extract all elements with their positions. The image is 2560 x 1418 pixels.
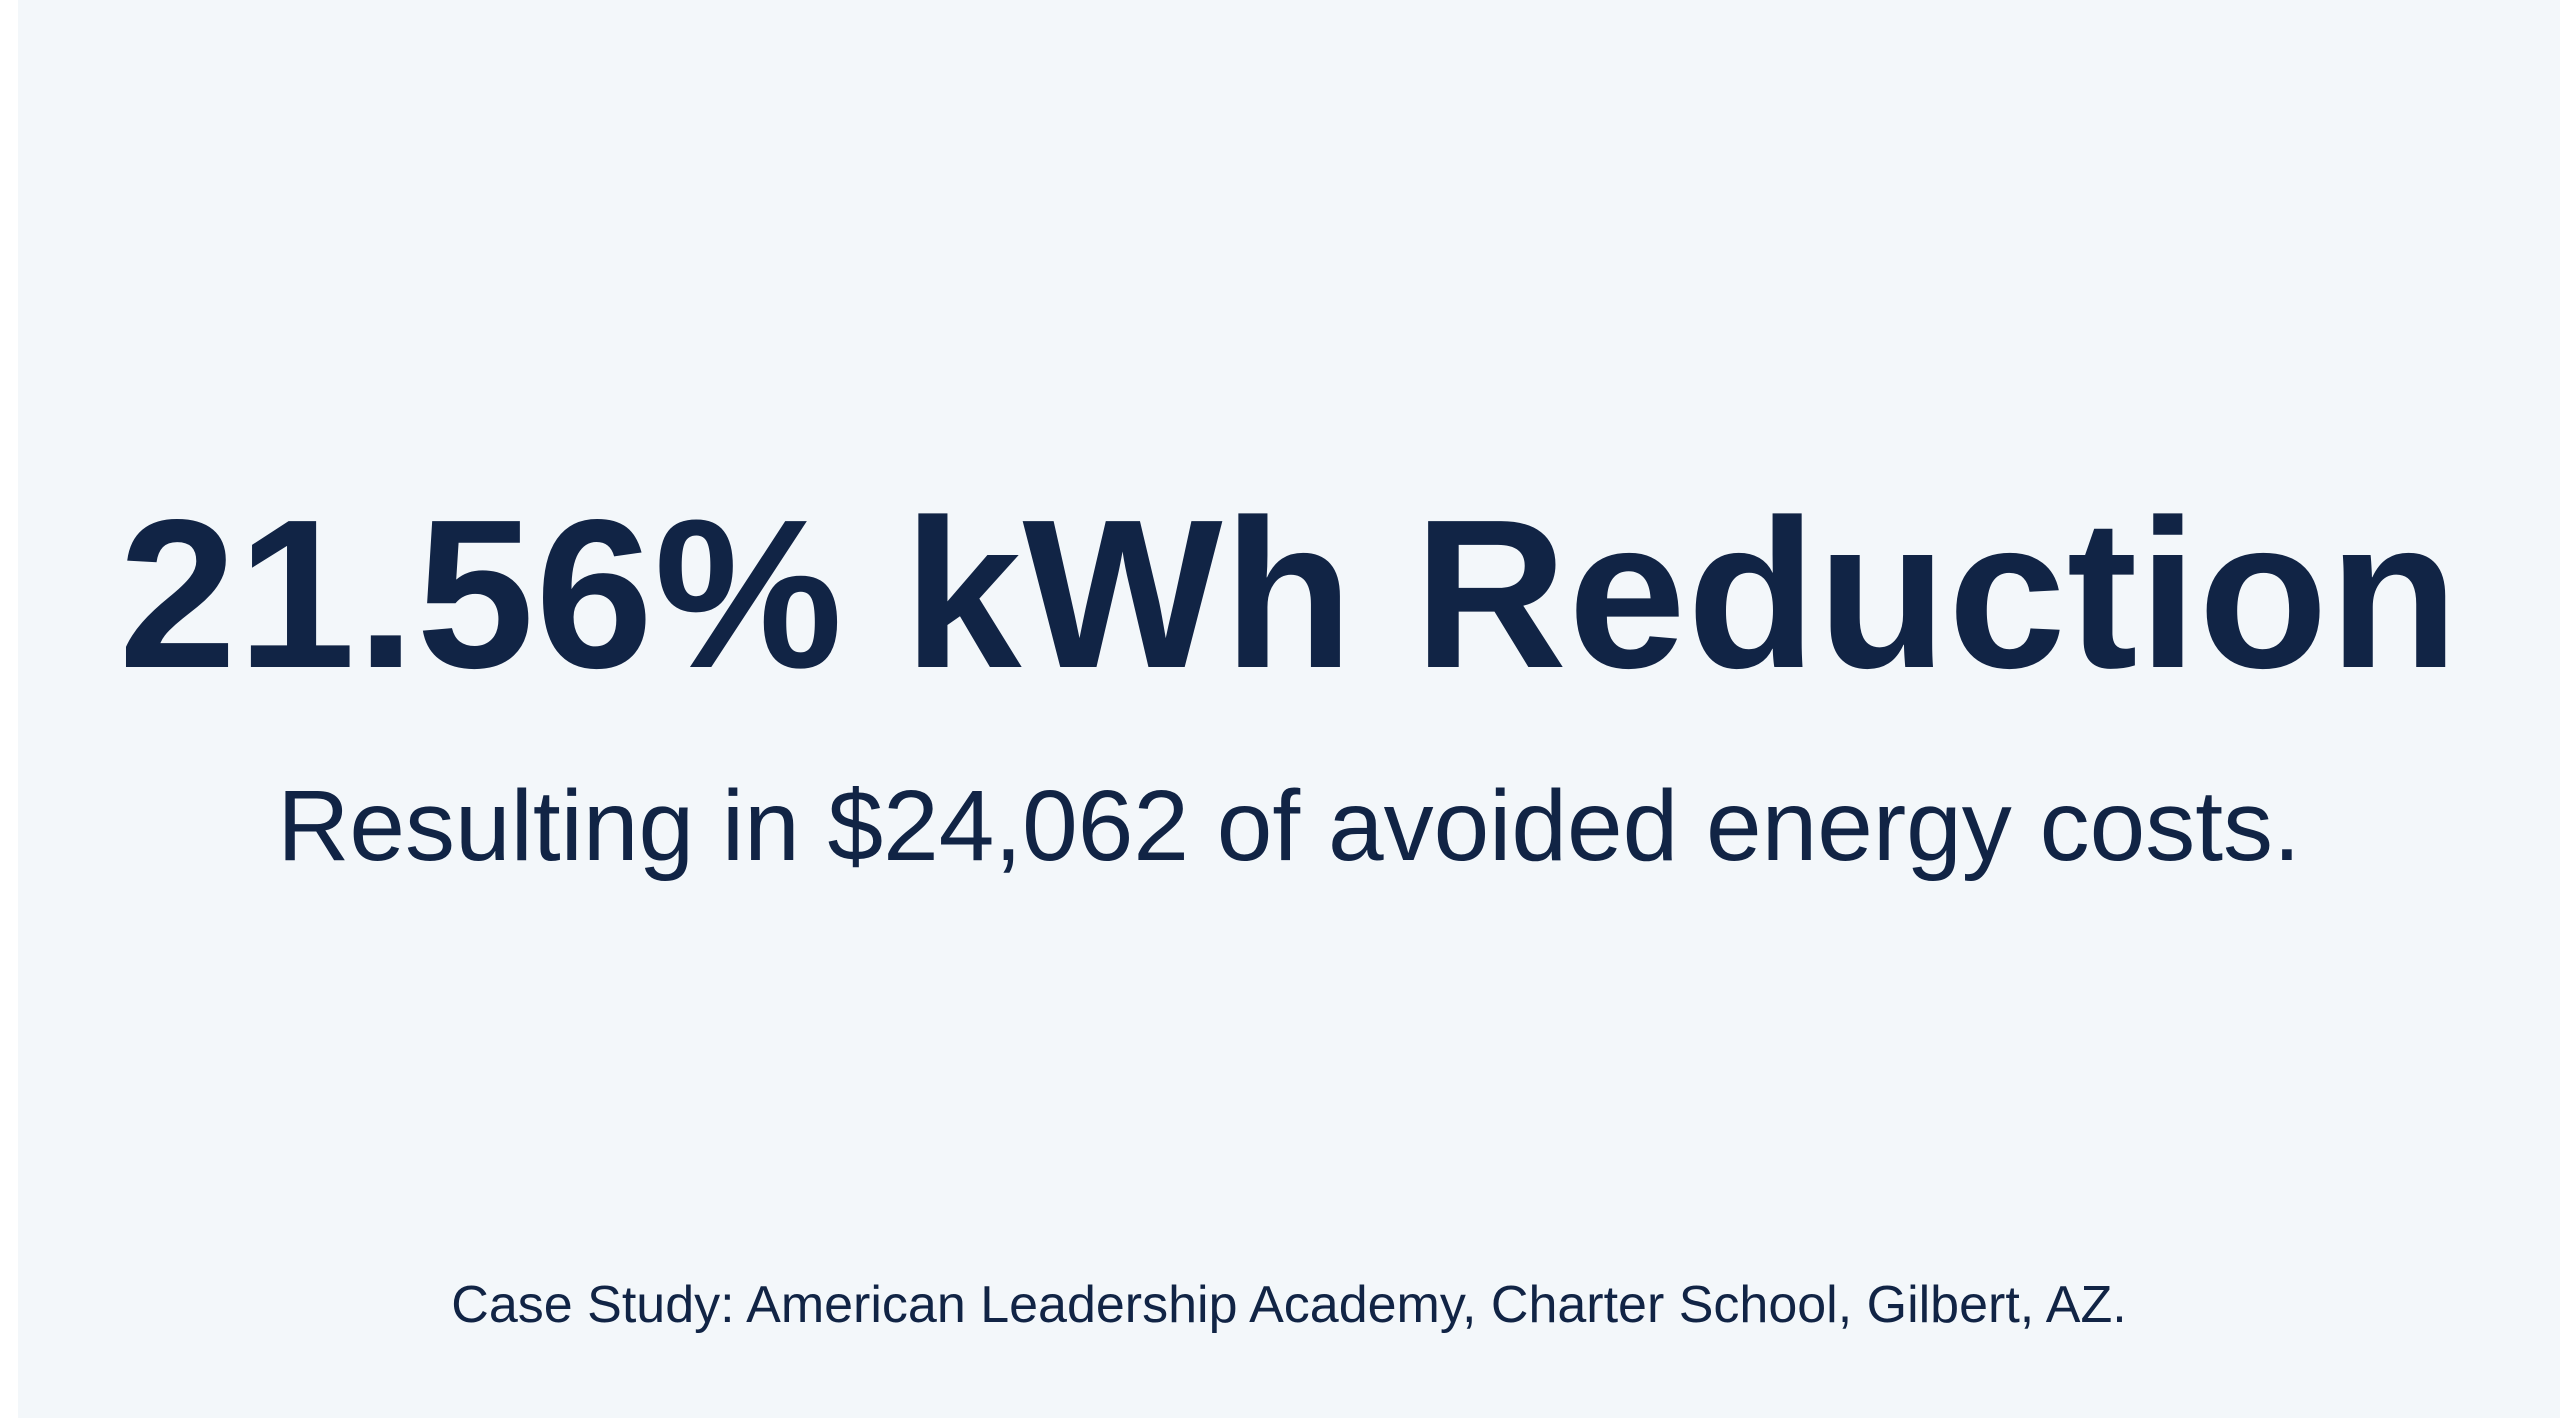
- case-study-caption: Case Study: American Leadership Academy,…: [451, 1276, 2127, 1334]
- headline-stat: 21.56% kWh Reduction: [118, 475, 2460, 712]
- subline-savings: Resulting in $24,062 of avoided energy c…: [277, 770, 2301, 882]
- slide-panel: 21.56% kWh Reduction Resulting in $24,06…: [18, 0, 2560, 1418]
